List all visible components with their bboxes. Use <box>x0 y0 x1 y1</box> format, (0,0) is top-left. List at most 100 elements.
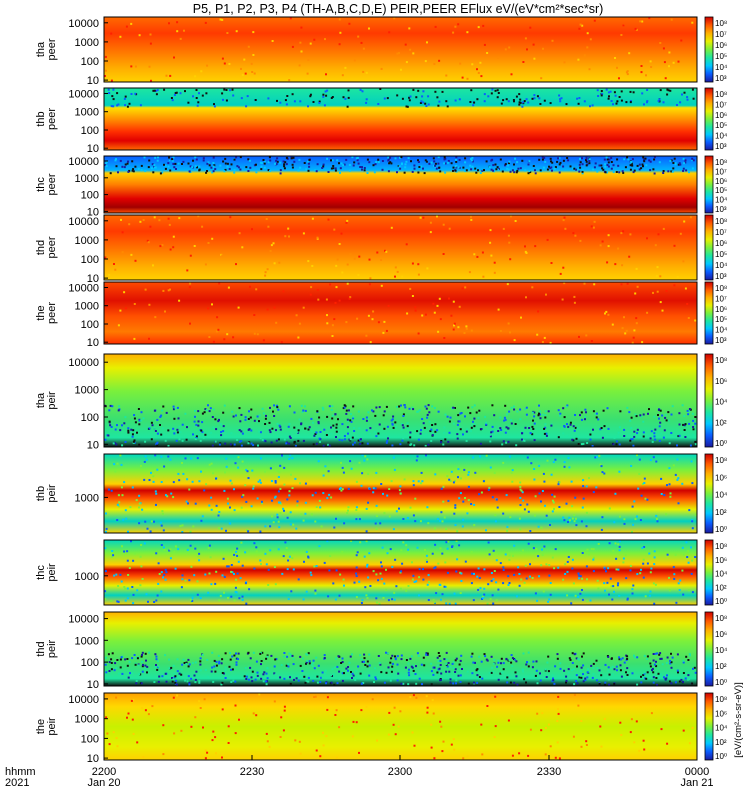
colorbar-tick-label: 10³ <box>715 272 727 281</box>
y-axis-label: peir <box>46 391 58 410</box>
y-tick-label: 10 <box>87 439 99 451</box>
colorbar-tick-label: 10⁵ <box>715 250 727 259</box>
panel-frame <box>103 611 698 687</box>
spectrogram-texture <box>117 282 697 344</box>
y-tick-label: 1000 <box>75 107 99 119</box>
colorbar <box>704 453 714 534</box>
y-axis-label: thd <box>35 641 47 656</box>
y-tick-label: 100 <box>81 319 99 331</box>
y-tick-label: 100 <box>81 56 99 68</box>
colorbar <box>704 87 714 151</box>
y-axis-label: peer <box>46 108 58 130</box>
panel-thd-peir: 10000 1000 100 10 thd peir 10⁸ 10⁶ 10⁴ 10² 10⁰ <box>35 611 728 691</box>
colorbar-tick-label: 10⁷ <box>715 167 727 176</box>
colorbar-tick-label: 10⁶ <box>715 177 727 186</box>
colorbar-tick-label: 10⁴ <box>715 261 728 270</box>
y-axis-label: thc <box>35 177 47 192</box>
colorbar-tick-label: 10⁸ <box>715 695 727 704</box>
colorbar-tick-label: 10⁶ <box>715 41 727 50</box>
y-tick-label: 100 <box>81 254 99 266</box>
y-tick-label: 10000 <box>68 283 99 295</box>
colorbar-tick-label: 10⁶ <box>715 630 727 639</box>
panel-frame <box>103 281 698 345</box>
panel-thc-peir: 1000 thc peir 10⁸ 10⁶ 10⁴ 10² 10⁰ <box>35 539 728 606</box>
colorbar-tick-label: 10⁴ <box>715 196 728 205</box>
colorbar-tick-label: 10⁸ <box>715 284 727 293</box>
colorbar-tick-label: 10⁷ <box>715 294 727 303</box>
colorbar-tick-label: 10⁵ <box>715 121 727 130</box>
colorbar-tick-label: 10⁸ <box>715 158 727 167</box>
y-tick-label: 100 <box>81 657 99 669</box>
y-axis-label: thb <box>35 486 47 501</box>
colorbar-tick-label: 10⁷ <box>715 228 727 237</box>
colorbar <box>704 353 714 448</box>
spectrogram-texture <box>104 651 697 686</box>
colorbar-tick-label: 10⁰ <box>715 597 727 606</box>
colorbar-tick-label: 10² <box>715 583 727 592</box>
time-axis: hhmm 2021 2200 2230 2300 2330 0000 Jan 2… <box>5 766 714 789</box>
spectrogram-body <box>104 215 697 280</box>
y-axis-label: peir <box>46 717 58 736</box>
panel-tha-peer: 10000 1000 100 10 tha peer 10⁸ 10⁷ 10⁶ 10⁵ 10⁴ 10³ <box>35 16 728 87</box>
y-tick-label: 1000 <box>75 37 99 49</box>
x-row-label-year: 2021 <box>5 777 29 789</box>
colorbar-tick-label: 10⁶ <box>715 377 727 386</box>
colorbar-tick-label: 10³ <box>715 205 727 214</box>
y-tick-label: 1000 <box>75 492 99 504</box>
y-tick-label: 100 <box>81 412 99 424</box>
y-axis-label: peir <box>46 639 58 658</box>
spectrogram-body <box>104 17 697 82</box>
y-axis-label: peir <box>46 484 58 503</box>
colorbar-tick-label: 10⁰ <box>715 678 727 687</box>
colorbar-tick-label: 10² <box>715 418 727 427</box>
colorbar-tick-label: 10⁴ <box>715 646 728 655</box>
panel-frame <box>103 453 698 534</box>
y-tick-label: 10000 <box>68 216 99 228</box>
colorbar-tick-label: 10³ <box>715 336 727 345</box>
colorbar-tick-label: 10⁴ <box>715 724 728 733</box>
y-tick-label: 10000 <box>68 694 99 706</box>
x-row-label-hhmm: hhmm <box>5 766 36 778</box>
x-tick-label-2330: 2330 <box>537 766 561 778</box>
colorbar-tick-label: 10⁶ <box>715 305 727 314</box>
y-tick-label: 1000 <box>75 235 99 247</box>
panel-frame <box>103 539 698 606</box>
spectrogram-texture <box>104 17 694 82</box>
panel-frame <box>103 155 698 214</box>
y-tick-label: 1000 <box>75 301 99 313</box>
y-axis-label: peer <box>46 302 58 324</box>
colorbar-tick-label: 10⁰ <box>715 752 727 761</box>
x-date-label-end: Jan 21 <box>680 777 713 789</box>
colorbar-tick-label: 10⁵ <box>715 186 727 195</box>
colorbar-tick-label: 10⁷ <box>715 100 727 109</box>
y-axis-label: tha <box>35 392 47 408</box>
spectrogram-texture <box>104 404 697 447</box>
y-tick-label: 10 <box>87 143 99 155</box>
y-axis-label: tha <box>35 41 47 57</box>
y-tick-label: 10000 <box>68 614 99 626</box>
colorbar <box>704 16 714 83</box>
y-tick-label: 100 <box>81 125 99 137</box>
y-tick-label: 1000 <box>75 635 99 647</box>
spectrogram-body <box>104 282 697 344</box>
colorbar-tick-label: 10⁰ <box>715 439 727 448</box>
panel-tha-peir: 10000 1000 100 10 tha peir 10⁸ 10⁶ 10⁴ 10² 10⁰ <box>35 353 728 451</box>
spectrogram-texture <box>104 454 697 533</box>
colorbar-tick-label: 10³ <box>715 74 727 83</box>
colorbar-tick-label: 10⁸ <box>715 356 727 365</box>
colorbar-tick-label: 10⁵ <box>715 52 727 61</box>
colorbar-tick-label: 10⁴ <box>715 398 728 407</box>
panel-frame <box>103 87 698 151</box>
colorbar-tick-label: 10⁶ <box>715 239 727 248</box>
colorbar-tick-label: 10⁴ <box>715 570 728 579</box>
y-axis-label: the <box>35 719 47 734</box>
spectrogram-texture <box>104 540 697 605</box>
y-axis-label: peer <box>46 173 58 195</box>
colorbar-tick-label: 10⁸ <box>715 614 727 623</box>
colorbar-tick-label: 10⁷ <box>715 30 727 39</box>
colorbar-tick-label: 10⁵ <box>715 315 727 324</box>
spectrogram-texture <box>104 215 692 280</box>
